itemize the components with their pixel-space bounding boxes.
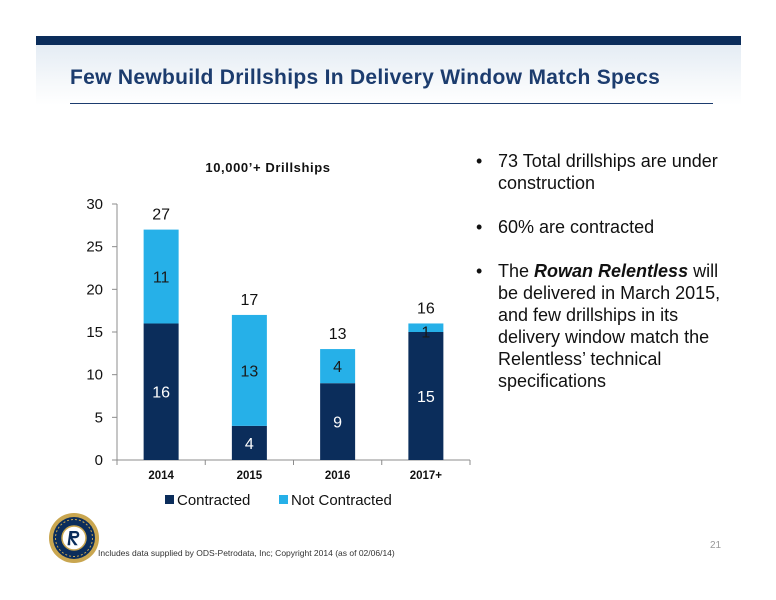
bar-segment-not-contracted <box>143 229 179 324</box>
bar-segment-contracted <box>231 425 267 460</box>
bar-data-label: 1 <box>421 324 430 341</box>
bullet-marker: • <box>476 217 483 237</box>
bullet-item: • 60% are contracted <box>474 216 724 238</box>
bullet-text: 60% are contracted <box>498 217 655 237</box>
bar-data-label: 9 <box>333 415 342 432</box>
bullet-text-suffix: will be delivered in March 2015, and few… <box>498 261 721 391</box>
bullet-text: 73 Total drillships are under constructi… <box>498 151 718 193</box>
vessel-name: Rowan Relentless <box>534 261 689 281</box>
company-seal-logo <box>49 513 99 563</box>
y-tick-label: 10 <box>86 367 103 384</box>
page-title: Few Newbuild Drillships In Delivery Wind… <box>70 66 661 89</box>
bar-data-label: 15 <box>417 389 435 406</box>
bullet-marker: • <box>476 261 483 281</box>
legend-swatch <box>279 495 288 504</box>
y-tick-label: 30 <box>86 196 103 213</box>
title-divider <box>70 103 713 104</box>
x-axis: 2014 2015 2016 2017+ <box>116 459 471 482</box>
x-tick-label: 2017+ <box>410 470 443 482</box>
bar-segment-contracted <box>320 383 356 460</box>
bar-data-label: 11 <box>153 270 170 287</box>
bar-data-label: 13 <box>240 363 258 380</box>
bullet-item: • The Rowan Relentless will be delivered… <box>474 260 724 392</box>
bar-segment-contracted <box>408 332 444 460</box>
chart-legend: Contracted Not Contracted <box>165 492 392 509</box>
bar-total-label: 17 <box>240 292 258 309</box>
bar-total-label: 27 <box>152 207 170 224</box>
x-tick-label: 2016 <box>325 470 351 482</box>
y-tick-label: 25 <box>86 239 103 256</box>
x-tick-label: 2015 <box>237 470 263 482</box>
bar-series-group: 16 11 27 4 13 17 9 4 13 15 1 16 <box>143 207 444 460</box>
y-tick-label: 0 <box>95 452 103 469</box>
bar-data-label: 16 <box>152 385 170 402</box>
bar-data-label: 4 <box>333 359 342 376</box>
legend-label: Contracted <box>177 492 250 509</box>
legend-label: Not Contracted <box>291 492 392 509</box>
bar-segment-contracted <box>143 323 179 460</box>
legend-swatch <box>165 495 174 504</box>
bullet-list: • 73 Total drillships are under construc… <box>474 150 724 414</box>
bullet-marker: • <box>476 151 483 171</box>
bar-total-label: 13 <box>329 326 347 343</box>
bullet-text-prefix: The <box>498 261 535 281</box>
title-background <box>36 45 741 105</box>
y-axis: 0 5 10 15 20 25 30 <box>86 196 118 469</box>
bar-data-label: 4 <box>245 436 254 453</box>
bullet-item: • 73 Total drillships are under construc… <box>474 150 724 194</box>
bar-segment-not-contracted <box>231 314 267 426</box>
y-tick-label: 20 <box>86 281 103 298</box>
header-band <box>36 36 741 45</box>
y-tick-label: 5 <box>95 409 103 426</box>
bar-segment-not-contracted <box>408 323 444 332</box>
x-tick-label: 2014 <box>148 470 174 482</box>
chart-title: 10,000’+ Drillships <box>205 160 330 175</box>
page-number: 21 <box>710 540 722 551</box>
y-tick-label: 15 <box>86 324 103 341</box>
source-footnote: Includes data supplied by ODS-Petrodata,… <box>98 548 395 558</box>
bar-segment-not-contracted <box>320 349 356 384</box>
bar-total-label: 16 <box>417 300 435 317</box>
